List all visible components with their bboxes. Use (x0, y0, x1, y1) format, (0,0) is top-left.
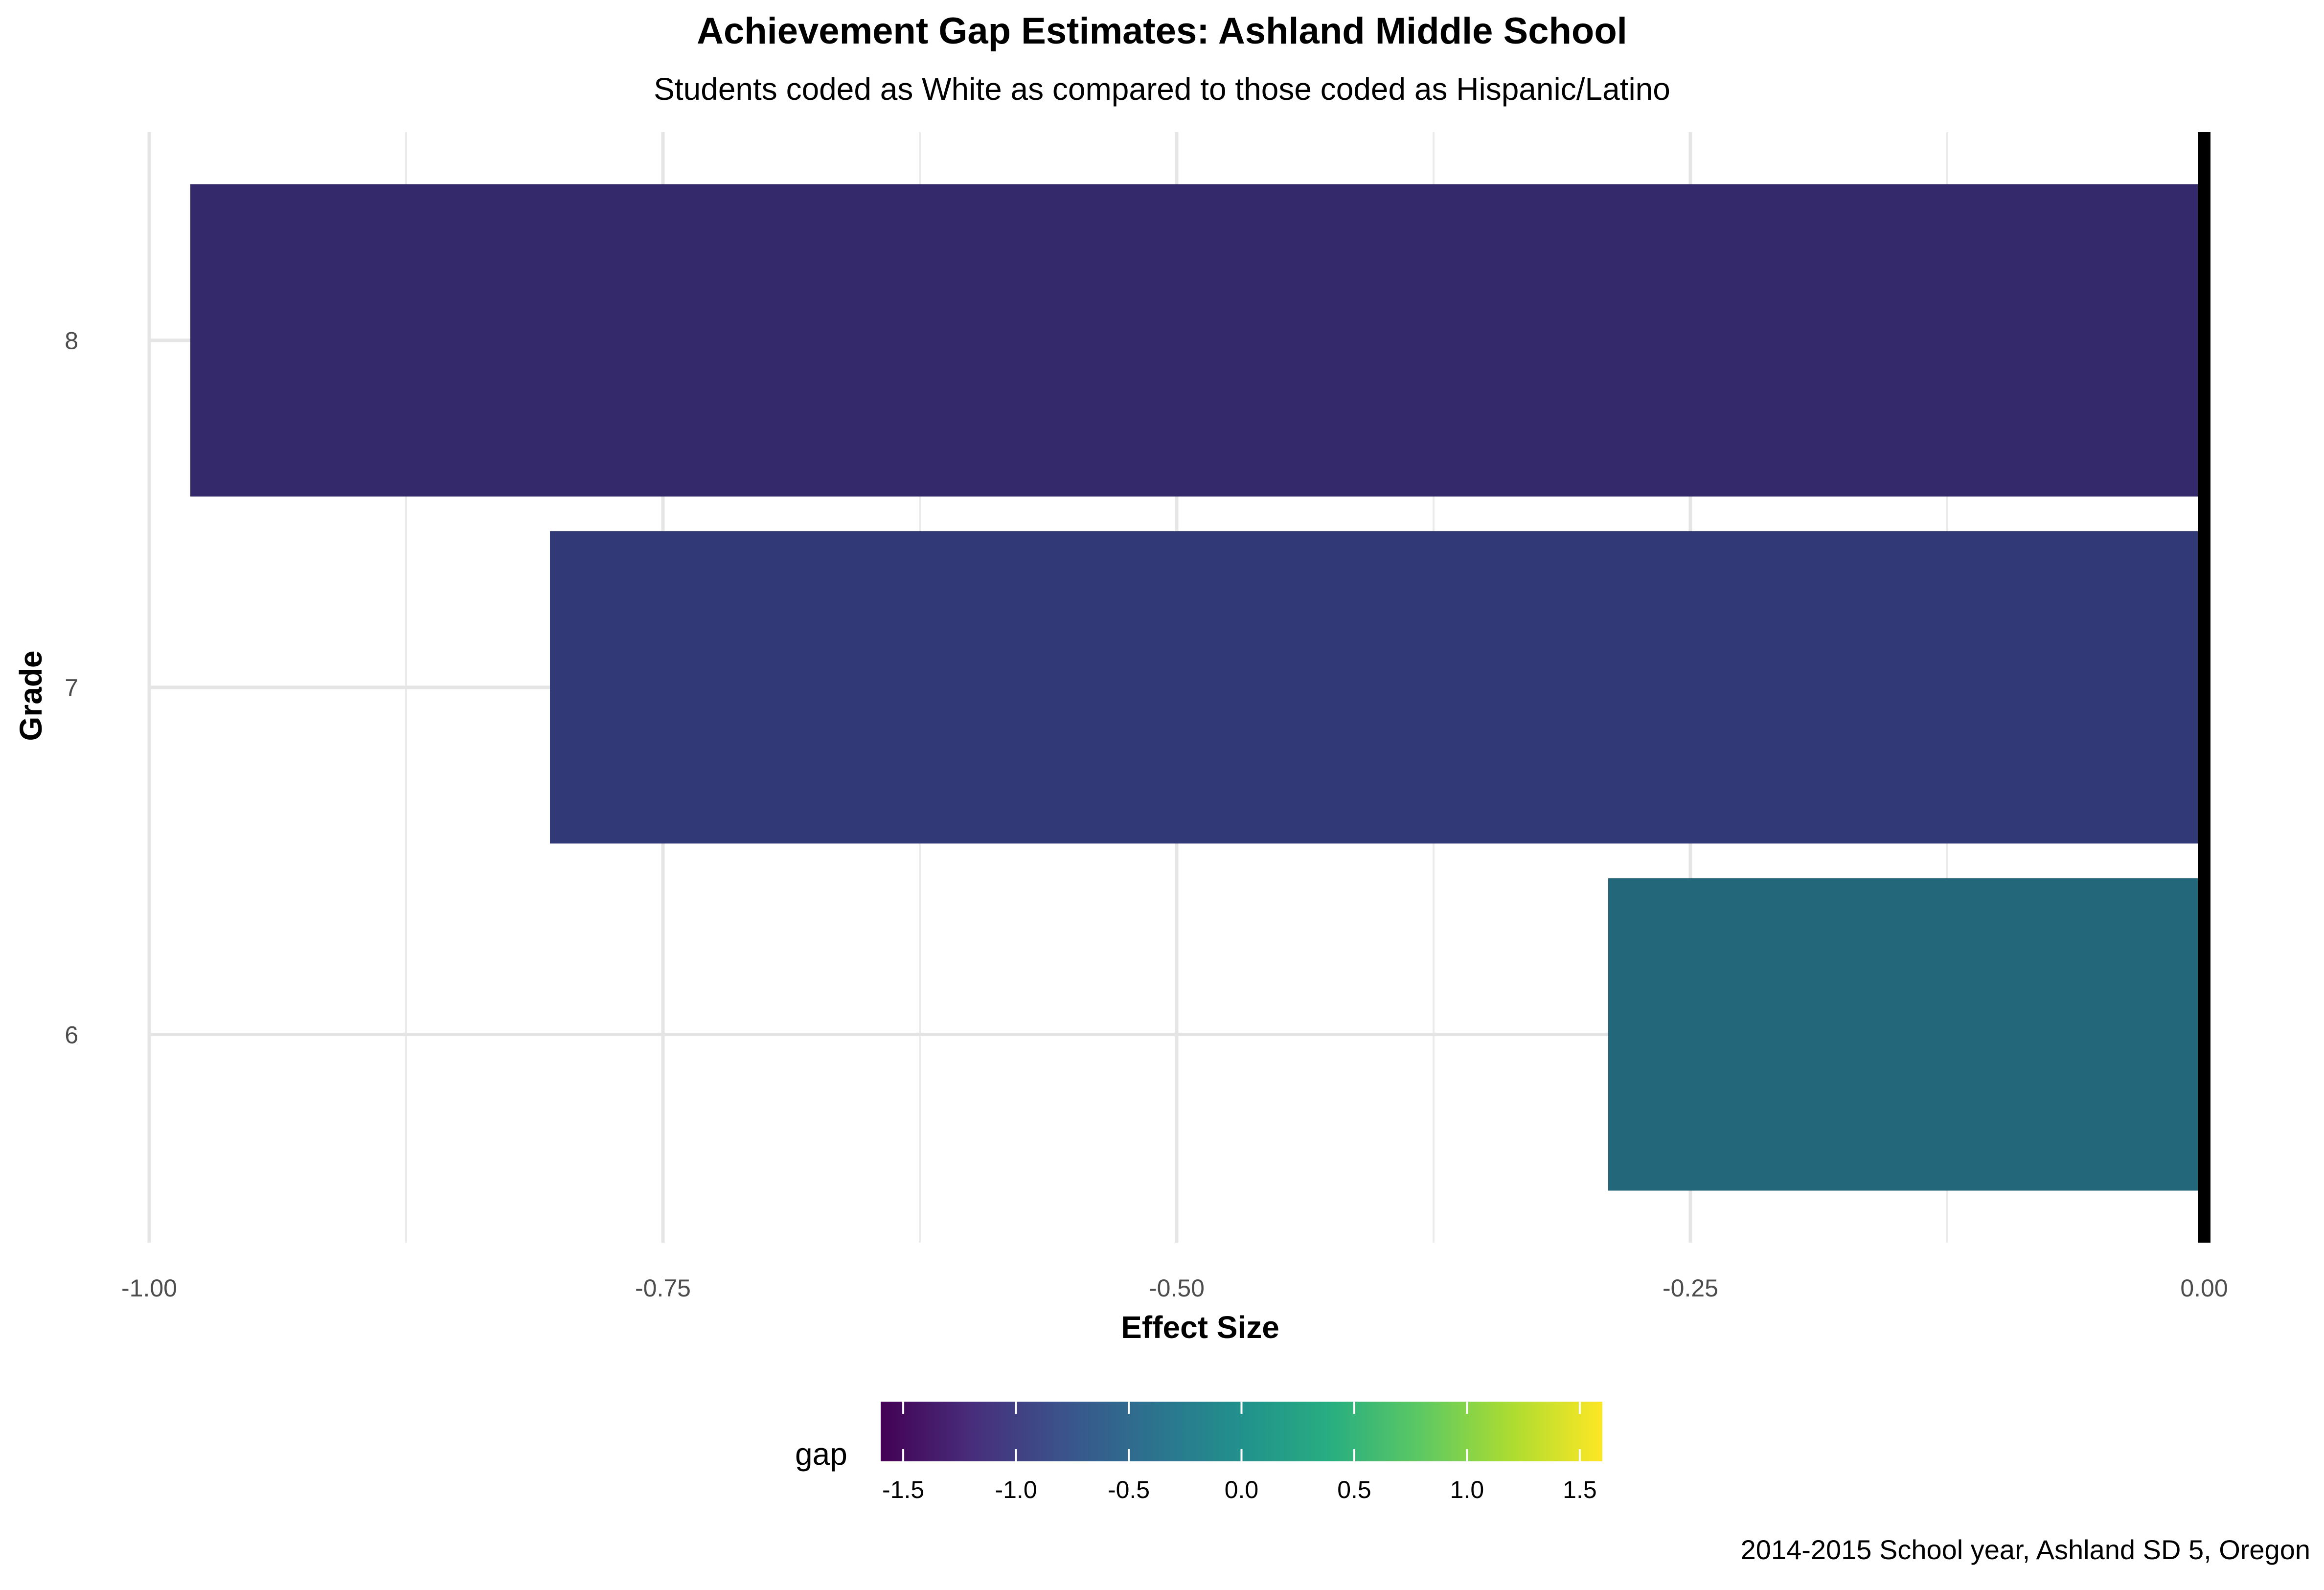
y-axis-title: Grade (13, 651, 48, 741)
y-tick-label: 6 (65, 1021, 78, 1048)
chart-title: Achievement Gap Estimates: Ashland Middl… (697, 10, 1627, 52)
bars (190, 132, 2210, 1243)
bar-grade-6 (1608, 878, 2204, 1191)
colorbar-tick-label: -1.5 (882, 1476, 924, 1503)
colorbar-tick-label: 0.0 (1225, 1476, 1259, 1503)
x-tick-label: -1.00 (121, 1274, 177, 1302)
chart-subtitle: Students coded as White as compared to t… (654, 71, 1670, 107)
x-tick-label: -0.50 (1149, 1274, 1205, 1302)
x-axis-ticks: -1.00 -0.75 -0.50 -0.25 0.00 (121, 1274, 2228, 1302)
colorbar-tick-label: 1.0 (1450, 1476, 1484, 1503)
y-tick-label: 7 (65, 674, 78, 702)
y-tick-label: 8 (65, 327, 78, 355)
x-tick-label: -0.25 (1663, 1274, 1718, 1302)
x-tick-label: -0.75 (635, 1274, 691, 1302)
colorbar-ticks: -1.5 -1.0 -0.5 0.0 0.5 1.0 1.5 (882, 1402, 1597, 1503)
colorbar-legend: -1.5 -1.0 -0.5 0.0 0.5 1.0 1.5 (881, 1402, 1602, 1503)
x-axis-title: Effect Size (1121, 1310, 1279, 1345)
colorbar-tick-label: 0.5 (1337, 1476, 1371, 1503)
colorbar-tick-label: -0.5 (1108, 1476, 1150, 1503)
bar-grade-8 (190, 184, 2204, 497)
colorbar-tick-label: 1.5 (1563, 1476, 1597, 1503)
x-tick-label: 0.00 (2180, 1274, 2228, 1302)
colorbar-tick-label: -1.0 (995, 1476, 1037, 1503)
chart-caption: 2014-2015 School year, Ashland SD 5, Ore… (1740, 1534, 2310, 1565)
legend-title: gap (795, 1436, 847, 1472)
y-axis-ticks: 6 7 8 (65, 327, 78, 1049)
bar-grade-7 (550, 531, 2204, 844)
